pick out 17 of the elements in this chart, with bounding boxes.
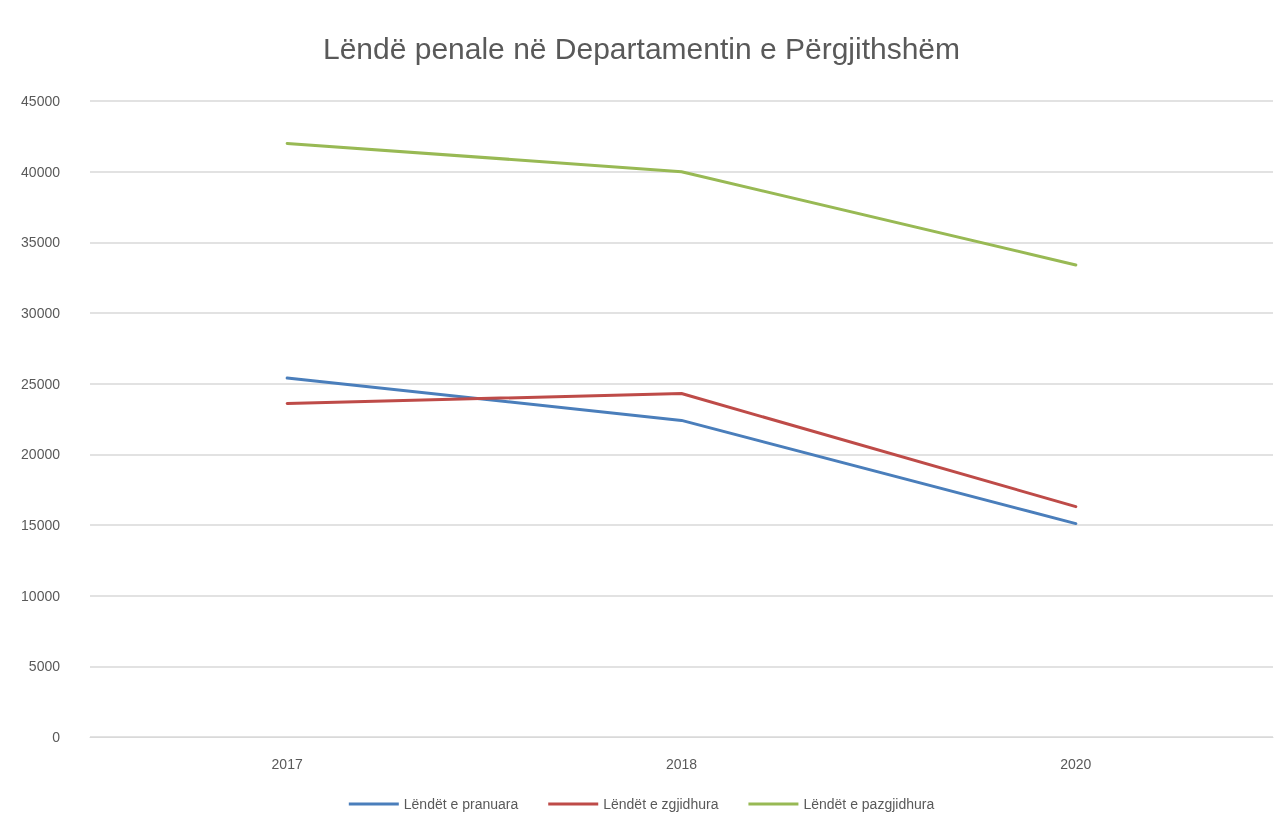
legend-label: Lëndët e pranuara [403,796,519,812]
y-tick-label: 15000 [21,517,61,533]
y-tick-label: 45000 [21,93,61,109]
y-tick-label: 35000 [21,234,61,251]
y-tick-label: 40000 [21,163,61,180]
x-tick-label: 2020 [1060,756,1092,772]
legend-label: Lëndët e pazgjidhura [803,796,935,812]
x-tick-label: 2018 [665,756,698,772]
y-tick-label: 0 [52,729,61,745]
y-tick-label: 10000 [21,587,61,604]
legend-label: Lëndët e zgjidhura [603,796,719,812]
chart-title: Lëndë penale në Departamentin e Përgjithshëm [322,31,961,65]
y-tick-label: 30000 [21,305,61,321]
y-tick-label: 25000 [21,375,61,392]
x-tick-label: 2017 [271,756,303,772]
y-tick-label: 20000 [21,446,61,463]
y-tick-label: 5000 [28,658,61,675]
